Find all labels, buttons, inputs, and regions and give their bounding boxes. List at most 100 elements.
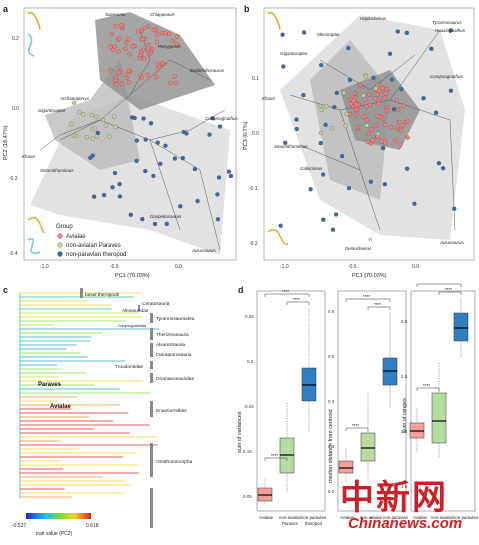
data-point: [373, 96, 378, 101]
data-point: [143, 168, 148, 174]
x-label: non-paravian: [301, 515, 327, 520]
clade-label: Allosauridae: [122, 308, 149, 314]
legend-item: Avialae: [66, 234, 86, 240]
data-point: [148, 121, 154, 126]
sig-bracket: [345, 298, 391, 302]
data-point: [323, 122, 328, 127]
data-point: [318, 130, 324, 136]
data-point: [394, 98, 400, 103]
sig-bracket: [264, 293, 310, 297]
x-label: non-avialan: [431, 515, 454, 520]
data-point: [141, 116, 146, 121]
data-point: [126, 37, 131, 42]
x-label: non-paravian: [453, 515, 479, 520]
y-tick: -0.4: [9, 251, 18, 257]
y-tick: 0.0: [12, 106, 19, 112]
data-point: [101, 192, 107, 198]
data-point: [126, 80, 131, 85]
data-point: [395, 29, 400, 34]
y-axis-label: PC2 (16.47%): [3, 125, 9, 160]
curve-icon: [27, 33, 35, 57]
box: [453, 312, 469, 342]
data-point: [370, 138, 375, 143]
legend-item: non-paravian theropod: [66, 252, 126, 258]
data-point: [433, 110, 439, 115]
data-point: [119, 22, 124, 28]
data-point: [436, 161, 442, 166]
taxon-label: Haplocheirus: [360, 16, 387, 21]
data-point: [333, 212, 339, 217]
data-point: [112, 114, 117, 119]
data-point: [136, 29, 141, 34]
data-point: [107, 134, 112, 139]
boxplots: 0.25 0.2 0.15 0.10 0.05 0.6 0.5 0.4 0.3 …: [237, 279, 479, 526]
data-point: [92, 125, 98, 131]
taxon-label: Microraptor: [317, 32, 340, 37]
data-point: [354, 102, 359, 107]
sig-bracket: [367, 306, 391, 310]
data-point: [448, 88, 454, 93]
clade-label: Dromaeosauridae: [156, 376, 194, 382]
data-point: [178, 204, 183, 209]
data-point: [452, 206, 457, 211]
y-tick: 1.5: [401, 484, 408, 489]
data-point: [216, 175, 222, 180]
data-point: [352, 91, 358, 96]
clade-label: Therizinosauria: [156, 332, 189, 338]
x-label: non-avialan: [360, 515, 383, 520]
watermark-en: Chinanews.com: [348, 515, 463, 532]
data-point: [321, 172, 326, 177]
data-point: [371, 75, 376, 80]
data-point: [152, 221, 158, 227]
data-point: [215, 217, 221, 222]
data-point: [330, 227, 336, 232]
data-point: [113, 124, 118, 130]
taxon-label: Huaxiagnathus: [435, 28, 466, 33]
y-tick: 0.1: [252, 76, 259, 82]
data-point: [440, 166, 446, 171]
data-point: [329, 126, 335, 131]
sig-bracket: [438, 291, 462, 295]
y-axis-label: median distance from centroid: [328, 409, 334, 483]
data-point: [396, 119, 402, 125]
taxon-label: Sinornithomimus: [274, 144, 308, 149]
data-point: [173, 81, 178, 86]
curve-icon: [27, 238, 41, 254]
data-point: [146, 24, 151, 29]
data-point: [319, 107, 324, 112]
data-point: [88, 155, 93, 160]
data-point: [317, 103, 323, 109]
data-point: [140, 37, 146, 42]
data-point: [217, 124, 223, 129]
data-point: [281, 64, 286, 69]
data-point: [367, 102, 373, 108]
y-tick: 0.3: [328, 444, 335, 449]
data-point: [388, 125, 394, 130]
taxon-label: Tyrannosaurus: [432, 20, 462, 25]
panel-d-label: d: [238, 285, 244, 295]
data-point: [301, 92, 306, 98]
clade-label: Compsognathidae: [118, 324, 146, 328]
data-point: [84, 135, 90, 140]
data-point: [280, 32, 285, 37]
pca-plot-b: Haplocheirus Tyrannosaurus Huaxiagnathus…: [243, 7, 475, 279]
data-point: [91, 194, 97, 199]
watermark-cn: 中新网: [340, 478, 448, 518]
data-point: [347, 77, 353, 83]
data-point: [398, 142, 403, 147]
data-point: [339, 153, 345, 159]
sig-label: ****: [374, 302, 381, 307]
data-point: [332, 105, 337, 110]
hull-avialae: [95, 12, 215, 110]
y-tick: -0.1: [249, 186, 258, 192]
data-point: [127, 52, 132, 57]
data-point: [362, 97, 368, 102]
x-tick: -1.0: [280, 264, 289, 270]
data-point: [77, 110, 82, 115]
panel-b: b Haplocheirus Tyrannosaurus Huaxiagnath…: [240, 0, 479, 280]
panel-a-label: a: [3, 4, 9, 14]
data-point: [157, 64, 162, 70]
data-point: [344, 111, 349, 117]
data-point: [164, 221, 169, 227]
y-tick: 0.6: [328, 309, 335, 314]
